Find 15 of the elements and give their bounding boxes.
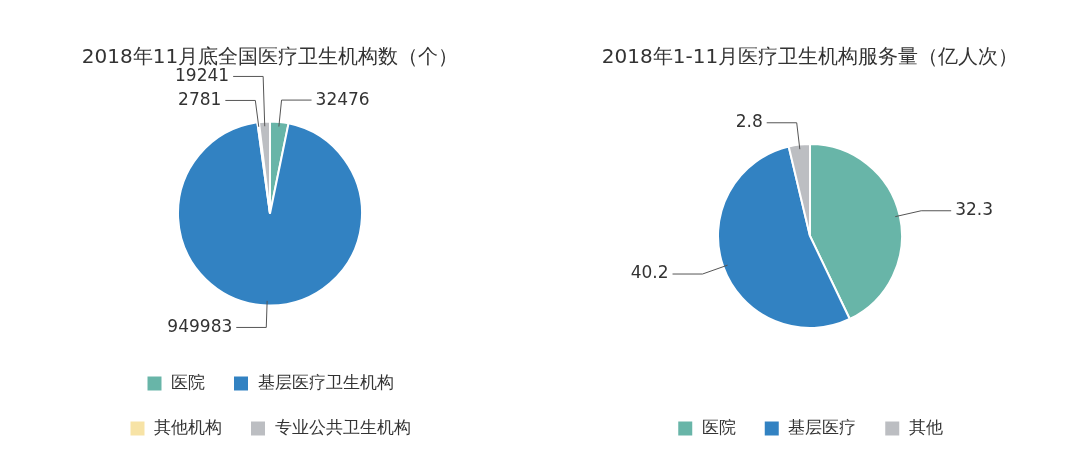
data-label: 2781 xyxy=(178,88,222,109)
data-label: 32.3 xyxy=(955,199,994,220)
data-label: 40.2 xyxy=(630,262,669,283)
legend-label: 其他机构 xyxy=(154,416,222,437)
legend-label: 专业公共卫生机构 xyxy=(274,416,411,437)
data-label: 2.8 xyxy=(735,111,763,132)
legend-label: 医院 xyxy=(701,416,736,437)
data-label: 949983 xyxy=(167,315,233,336)
chart-title: 2018年1-11月医疗卫生机构服务量（亿人次） xyxy=(601,44,1019,69)
chart-title: 2018年11月底全国医疗卫生机构数（个） xyxy=(81,44,459,69)
legend-label: 其他 xyxy=(908,416,943,437)
legend-label: 基层医疗卫生机构 xyxy=(257,371,394,392)
legend-label: 基层医疗 xyxy=(788,416,857,437)
legend-label: 医院 xyxy=(171,371,205,392)
data-label: 32476 xyxy=(315,88,370,109)
